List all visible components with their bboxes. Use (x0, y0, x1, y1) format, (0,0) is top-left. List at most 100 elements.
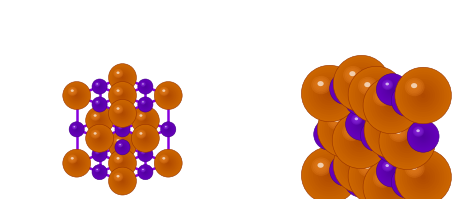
Ellipse shape (68, 155, 77, 163)
Ellipse shape (87, 126, 112, 151)
Ellipse shape (121, 76, 124, 79)
Ellipse shape (358, 179, 363, 184)
Ellipse shape (386, 83, 390, 87)
Ellipse shape (73, 125, 81, 134)
Ellipse shape (143, 84, 148, 89)
Ellipse shape (73, 126, 75, 128)
Ellipse shape (139, 148, 152, 161)
Ellipse shape (112, 85, 133, 106)
Ellipse shape (325, 170, 334, 180)
Ellipse shape (383, 138, 399, 154)
Ellipse shape (96, 151, 103, 157)
Ellipse shape (95, 82, 100, 86)
Ellipse shape (141, 100, 146, 104)
Ellipse shape (112, 67, 133, 88)
Ellipse shape (95, 100, 100, 104)
Ellipse shape (382, 161, 393, 172)
Ellipse shape (163, 124, 174, 135)
Ellipse shape (116, 140, 129, 154)
Ellipse shape (72, 125, 77, 129)
Ellipse shape (139, 132, 144, 136)
Ellipse shape (96, 83, 98, 85)
Ellipse shape (406, 99, 409, 102)
Ellipse shape (139, 115, 151, 126)
Ellipse shape (416, 170, 430, 184)
Ellipse shape (141, 168, 150, 177)
Ellipse shape (116, 106, 129, 120)
Ellipse shape (71, 89, 74, 92)
Ellipse shape (315, 120, 344, 149)
Ellipse shape (117, 108, 128, 119)
Ellipse shape (357, 160, 366, 170)
Ellipse shape (379, 175, 385, 180)
Ellipse shape (133, 108, 158, 133)
Ellipse shape (336, 79, 355, 98)
Ellipse shape (345, 67, 361, 83)
Ellipse shape (385, 164, 389, 167)
Ellipse shape (383, 162, 392, 171)
Ellipse shape (99, 172, 100, 173)
Ellipse shape (134, 127, 157, 150)
Ellipse shape (345, 149, 378, 182)
Ellipse shape (354, 116, 369, 132)
Ellipse shape (117, 139, 120, 143)
Ellipse shape (115, 156, 121, 162)
Ellipse shape (113, 172, 132, 190)
Ellipse shape (369, 107, 416, 154)
Ellipse shape (164, 125, 169, 130)
Ellipse shape (394, 128, 404, 137)
Ellipse shape (72, 91, 82, 100)
Ellipse shape (301, 65, 358, 122)
Ellipse shape (139, 98, 152, 111)
Ellipse shape (367, 126, 376, 135)
Ellipse shape (409, 163, 438, 191)
Ellipse shape (117, 139, 119, 142)
Ellipse shape (164, 126, 167, 128)
Ellipse shape (316, 121, 343, 148)
Ellipse shape (92, 98, 107, 111)
Ellipse shape (87, 108, 112, 133)
Ellipse shape (96, 117, 103, 124)
Ellipse shape (335, 160, 356, 181)
Ellipse shape (116, 156, 129, 170)
Ellipse shape (355, 117, 358, 120)
Ellipse shape (337, 80, 345, 87)
Ellipse shape (120, 143, 125, 148)
Ellipse shape (318, 163, 324, 168)
Ellipse shape (374, 133, 379, 138)
Ellipse shape (93, 114, 97, 117)
Ellipse shape (377, 91, 405, 120)
Ellipse shape (96, 101, 103, 108)
Ellipse shape (163, 90, 174, 101)
Ellipse shape (351, 114, 362, 125)
Ellipse shape (140, 149, 150, 159)
Ellipse shape (114, 173, 122, 181)
Ellipse shape (337, 81, 354, 97)
Ellipse shape (140, 100, 150, 109)
Ellipse shape (99, 104, 100, 105)
Ellipse shape (119, 108, 126, 115)
Ellipse shape (95, 168, 100, 172)
Ellipse shape (109, 167, 137, 195)
Ellipse shape (114, 173, 131, 189)
Ellipse shape (354, 133, 367, 147)
Ellipse shape (144, 119, 146, 122)
Ellipse shape (161, 122, 175, 136)
Ellipse shape (400, 154, 447, 199)
Ellipse shape (116, 139, 121, 143)
Ellipse shape (331, 115, 360, 143)
Ellipse shape (399, 93, 415, 108)
Ellipse shape (96, 101, 98, 103)
Ellipse shape (138, 131, 152, 145)
Ellipse shape (142, 101, 144, 103)
Ellipse shape (382, 115, 433, 167)
Ellipse shape (301, 147, 358, 199)
Ellipse shape (118, 109, 127, 118)
Ellipse shape (382, 137, 391, 146)
Ellipse shape (116, 71, 121, 76)
Ellipse shape (109, 65, 135, 90)
Ellipse shape (137, 130, 154, 146)
Ellipse shape (162, 157, 166, 161)
Ellipse shape (392, 168, 422, 197)
Ellipse shape (381, 136, 402, 157)
